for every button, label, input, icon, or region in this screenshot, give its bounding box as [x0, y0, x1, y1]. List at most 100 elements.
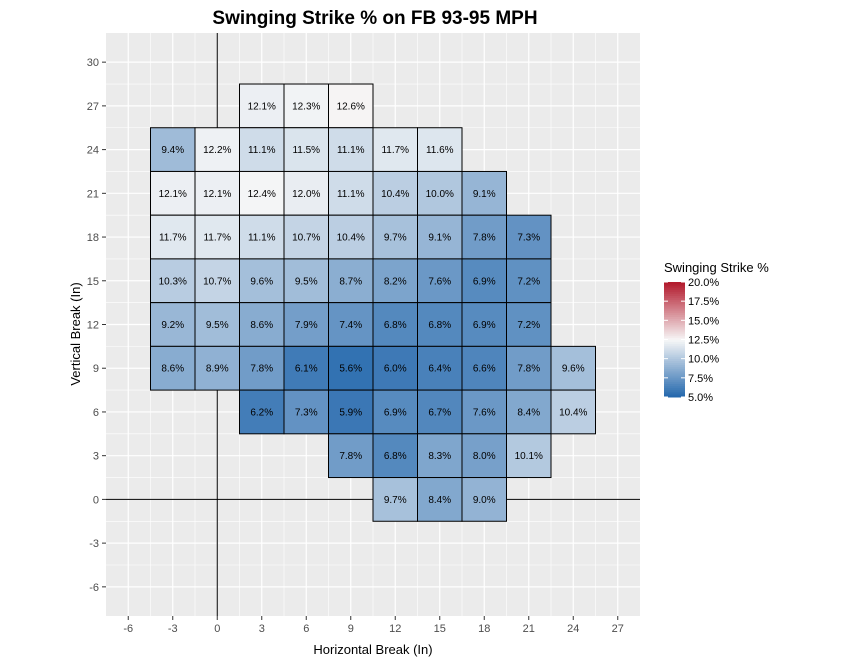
heatmap-cell	[506, 258, 552, 304]
legend-label: 10.0%	[688, 354, 719, 366]
legend-colorbar-segment	[664, 289, 685, 293]
x-axis-title: Horizontal Break (In)	[313, 642, 432, 657]
cell-label: 12.4%	[248, 189, 276, 200]
cell-label: 11.7%	[203, 233, 231, 244]
legend-colorbar-segment	[664, 299, 685, 302]
heatmap-cell	[194, 345, 240, 391]
legend-colorbar-segment	[664, 362, 685, 365]
cell-label: 9.6%	[250, 276, 273, 287]
cell-label: 12.6%	[337, 101, 365, 112]
x-tick-label: 9	[348, 623, 354, 635]
cell-label: 5.6%	[339, 364, 362, 375]
cell-label: 10.7%	[292, 233, 320, 244]
cell-label: 8.0%	[473, 451, 496, 462]
heatmap-cell	[283, 83, 329, 129]
heatmap-cell	[550, 345, 596, 391]
legend-colorbar-segment	[664, 291, 685, 294]
legend-colorbar-segment	[664, 374, 685, 377]
legend-colorbar-segment	[664, 314, 685, 317]
cell-label: 6.9%	[473, 320, 496, 331]
legend-colorbar-segment	[664, 370, 685, 373]
heatmap-cell	[283, 214, 329, 260]
heatmap-cell	[328, 170, 374, 216]
heatmap-cell	[150, 345, 196, 391]
cell-label: 11.7%	[381, 145, 409, 156]
legend-colorbar-segment	[664, 333, 685, 337]
legend-colorbar-segment	[664, 328, 685, 331]
heatmap-cell	[194, 170, 240, 216]
heatmap-cell	[372, 389, 418, 435]
legend-colorbar-segment	[664, 377, 685, 381]
y-tick-label: -6	[89, 582, 99, 594]
cell-label: 7.8%	[473, 233, 496, 244]
legend-colorbar-segment	[664, 308, 685, 312]
legend-colorbar-segment	[664, 366, 685, 369]
heatmap-cell	[372, 214, 418, 260]
y-tick-label: 3	[93, 451, 99, 463]
heatmap-cell	[283, 127, 329, 172]
cell-label: 12.1%	[248, 101, 276, 112]
cell-label: 6.9%	[384, 407, 407, 418]
chart-title: Swinging Strike % on FB 93-95 MPH	[212, 8, 537, 29]
y-tick-label: 30	[87, 57, 99, 69]
cell-label: 7.8%	[339, 451, 362, 462]
legend-colorbar-segment	[664, 364, 685, 367]
cell-label: 10.1%	[515, 451, 543, 462]
heatmap-cell	[461, 170, 507, 216]
legend-colorbar-segment	[664, 310, 685, 314]
heatmap-cell	[461, 345, 507, 391]
cell-label: 7.6%	[428, 276, 451, 287]
heatmap-cell	[506, 345, 552, 391]
y-tick-label: 9	[93, 363, 99, 375]
legend-colorbar-segment	[664, 393, 685, 396]
legend-colorbar-segment	[664, 324, 685, 327]
legend-colorbar-segment	[664, 358, 685, 362]
legend-colorbar-segment	[664, 306, 685, 310]
legend-colorbar-segment	[664, 395, 685, 398]
cell-label: 8.4%	[517, 407, 540, 418]
cell-label: 11.5%	[292, 145, 320, 156]
x-tick-label: 21	[523, 623, 535, 635]
y-tick-label: 0	[93, 494, 99, 506]
x-tick-label: 15	[434, 623, 446, 635]
cell-label: 11.1%	[248, 145, 276, 156]
cell-label: 6.7%	[428, 407, 451, 418]
legend-colorbar-segment	[664, 343, 685, 346]
cell-label: 6.0%	[384, 364, 407, 375]
cell-label: 9.1%	[473, 189, 496, 200]
legend-colorbar-segment	[664, 368, 685, 371]
legend-colorbar-segment	[664, 312, 685, 316]
cell-label: 12.2%	[203, 145, 231, 156]
cell-label: 8.6%	[250, 320, 273, 331]
heatmap-cell	[461, 302, 507, 347]
y-tick-label: -3	[89, 538, 99, 550]
legend-colorbar-segment	[664, 301, 685, 304]
cell-label: 10.7%	[203, 276, 231, 287]
x-tick-label: 0	[214, 623, 220, 635]
cell-label: 9.1%	[428, 233, 451, 244]
x-tick-label: 12	[389, 623, 401, 635]
cell-label: 11.1%	[337, 145, 365, 156]
cell-label: 10.3%	[159, 276, 187, 287]
y-tick-label: 15	[87, 276, 99, 288]
cell-label: 9.7%	[384, 233, 407, 244]
legend-colorbar-segment	[664, 387, 685, 390]
legend-colorbar-segment	[664, 320, 685, 323]
cell-label: 6.9%	[473, 276, 496, 287]
legend-colorbar-segment	[664, 379, 685, 383]
cell-label: 12.1%	[159, 189, 187, 200]
heatmap-cell	[239, 389, 285, 435]
cell-label: 12.1%	[203, 189, 231, 200]
legend-colorbar-segment	[664, 285, 685, 289]
legend-colorbar-segment	[664, 391, 685, 394]
y-tick-label: 18	[87, 232, 99, 244]
heatmap-cell	[461, 389, 507, 435]
cell-label: 10.0%	[426, 189, 454, 200]
heatmap-cell	[328, 302, 374, 347]
cell-label: 11.1%	[248, 233, 276, 244]
y-tick-label: 21	[87, 188, 99, 200]
legend-colorbar-segment	[664, 287, 685, 291]
cell-label: 8.9%	[206, 364, 229, 375]
cell-label: 8.3%	[428, 451, 451, 462]
legend-colorbar-segment	[664, 360, 685, 363]
